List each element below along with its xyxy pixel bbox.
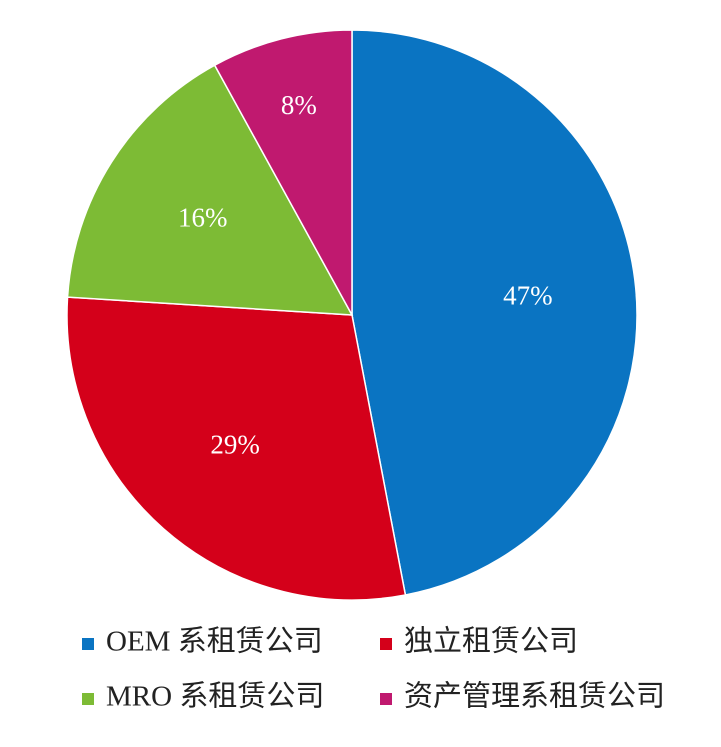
legend-label: 独立租赁公司 bbox=[404, 625, 578, 658]
legend-label: OEM 系租赁公司 bbox=[106, 625, 323, 658]
legend-swatch bbox=[380, 693, 392, 705]
data-label: 47% bbox=[503, 281, 553, 311]
pie-slice bbox=[213, 29, 353, 316]
legend-swatch bbox=[82, 693, 94, 705]
legend-swatch bbox=[82, 638, 94, 650]
pie-slice bbox=[66, 296, 407, 601]
pie-slice bbox=[66, 64, 354, 316]
data-label: 8% bbox=[281, 90, 317, 120]
pie-slice bbox=[351, 29, 638, 596]
legend-swatch bbox=[380, 638, 392, 650]
legend-label: 资产管理系租赁公司 bbox=[404, 680, 665, 713]
data-label: 29% bbox=[210, 430, 260, 460]
data-label: 16% bbox=[178, 203, 228, 233]
legend-label: MRO 系租赁公司 bbox=[106, 680, 324, 713]
